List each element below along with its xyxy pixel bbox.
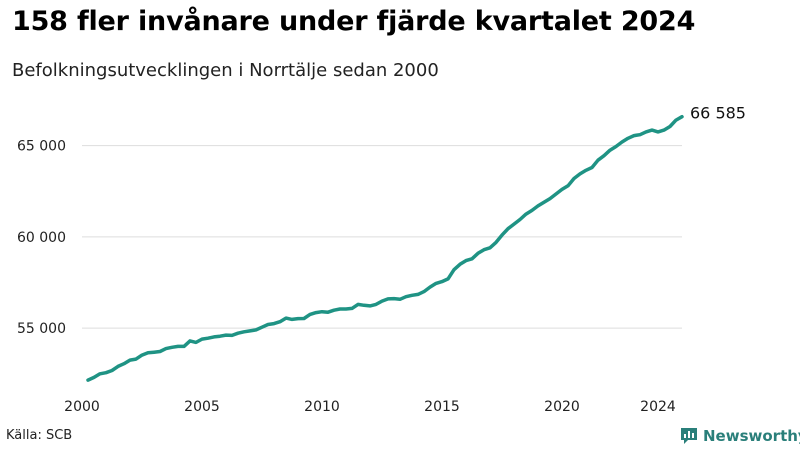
brand-name: Newsworthy — [703, 427, 800, 445]
x-axis-ticks: 2000 2005 2010 2015 2020 2024 — [64, 399, 676, 415]
end-value-label: 66 585 — [690, 104, 746, 123]
newsworthy-logo-icon — [681, 428, 697, 444]
y-tick-label: 65 000 — [17, 139, 66, 155]
x-tick-label: 2024 — [640, 399, 676, 415]
y-tick-label: 55 000 — [17, 321, 66, 337]
gridlines — [82, 145, 682, 329]
source-note: Källa: SCB — [6, 428, 73, 443]
population-line — [86, 114, 684, 382]
x-tick-label: 2015 — [424, 399, 460, 415]
x-tick-label: 2005 — [184, 399, 220, 415]
y-axis-ticks: 55 000 60 000 65 000 — [17, 139, 66, 338]
chart-title: 158 fler invånare under fjärde kvartalet… — [12, 6, 696, 37]
x-tick-label: 2000 — [64, 399, 100, 415]
chart-subtitle: Befolkningsutvecklingen i Norrtälje seda… — [12, 60, 439, 81]
newsworthy-brand[interactable]: Newsworthy — [680, 427, 800, 445]
y-tick-label: 60 000 — [17, 230, 66, 246]
x-tick-label: 2010 — [304, 399, 340, 415]
x-tick-label: 2020 — [544, 399, 580, 415]
